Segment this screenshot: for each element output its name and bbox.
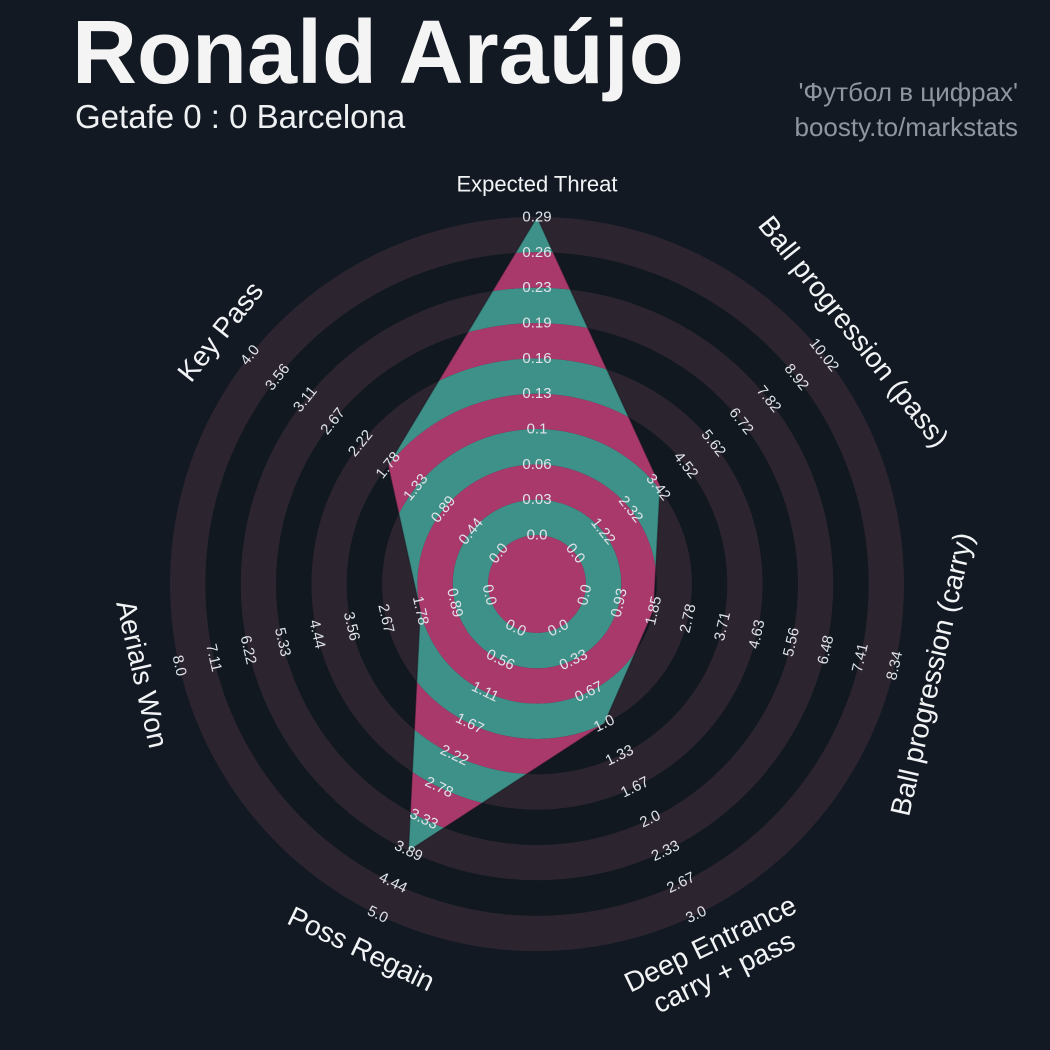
svg-text:0.19: 0.19	[522, 315, 551, 332]
svg-text:0.29: 0.29	[522, 209, 551, 226]
svg-text:0.23: 0.23	[522, 279, 551, 296]
svg-text:0.13: 0.13	[522, 385, 551, 402]
svg-text:0.03: 0.03	[522, 491, 551, 508]
svg-text:Aerials Won: Aerials Won	[110, 597, 174, 751]
svg-text:Expected Threat: Expected Threat	[456, 172, 617, 197]
svg-text:0.06: 0.06	[522, 456, 551, 473]
svg-text:8.0: 8.0	[169, 654, 190, 678]
svg-text:0.1: 0.1	[527, 421, 548, 438]
svg-text:0.16: 0.16	[522, 350, 551, 367]
svg-text:0.0: 0.0	[527, 527, 548, 544]
svg-text:0.26: 0.26	[522, 244, 551, 261]
